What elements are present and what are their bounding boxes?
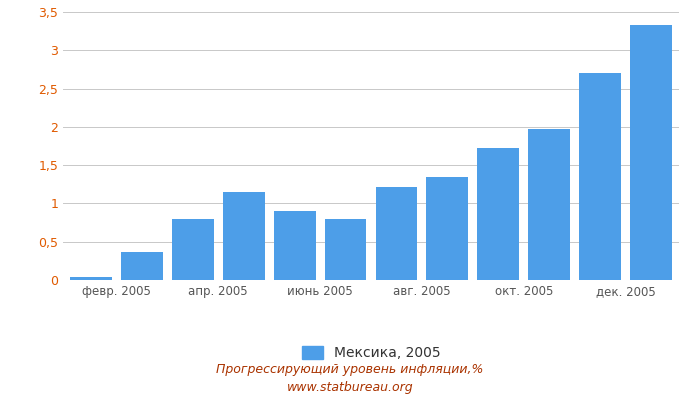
Legend: Мексика, 2005: Мексика, 2005 [296,340,446,366]
Bar [376,187,417,280]
Bar [172,219,214,280]
Bar [477,148,519,280]
Bar [274,211,316,280]
Text: Прогрессирующий уровень инфляции,%: Прогрессирующий уровень инфляции,% [216,364,484,376]
Bar [223,192,265,280]
Bar [528,129,570,280]
Bar [121,252,163,280]
Bar [325,219,366,280]
Bar [426,177,468,280]
Text: www.statbureau.org: www.statbureau.org [287,381,413,394]
Bar [630,25,672,280]
Bar [579,73,621,280]
Bar [70,277,112,280]
